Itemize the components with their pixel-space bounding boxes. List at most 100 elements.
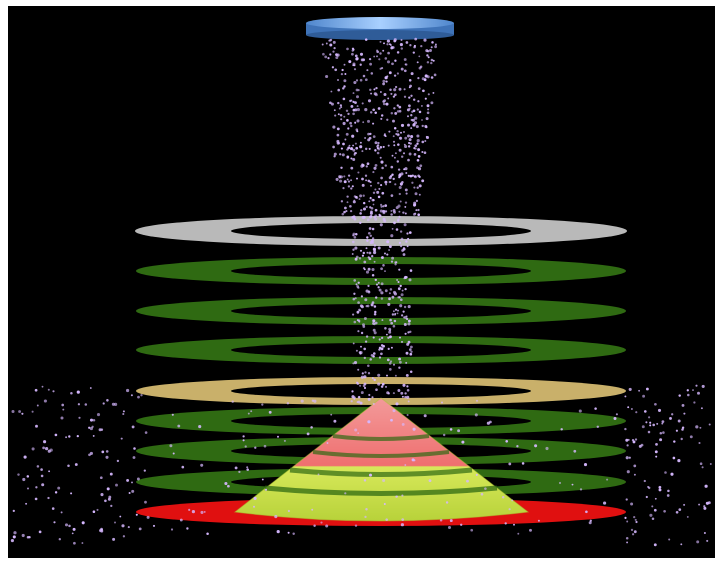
particle [359,249,363,252]
particle [350,147,353,151]
particle [336,133,340,137]
particle [88,426,91,429]
particle [395,495,398,498]
particle [380,91,382,93]
particle [379,146,383,149]
particle [70,391,73,395]
particle [382,100,385,103]
particle [703,506,707,510]
particle [372,108,376,112]
particle [376,151,380,155]
particle [696,540,700,544]
particle [144,431,148,434]
particle [417,155,421,158]
particle [371,241,375,244]
particle [198,425,202,429]
particle [330,90,333,93]
particle [343,210,346,214]
particle [84,403,88,406]
particle [137,395,140,399]
particle [286,402,290,405]
particle [374,188,377,191]
particle [405,41,409,44]
particle [350,157,353,160]
particle [429,49,432,52]
particle [89,387,92,389]
particle [409,174,413,178]
particle [343,79,347,83]
particle [698,503,701,506]
particle [371,396,374,399]
particle [350,104,354,108]
particle [12,509,15,513]
particle [179,518,183,522]
particle [101,450,105,454]
particle [325,524,329,528]
particle [188,508,191,511]
particle [671,413,674,416]
particle [391,313,395,316]
particle [402,152,406,155]
particle [432,59,435,62]
particle [403,58,407,61]
particle [645,421,648,424]
particle [324,55,328,59]
particle [573,449,577,453]
particle [409,269,413,272]
particle [89,418,94,422]
particle [390,209,393,212]
particle [343,63,346,66]
particle [306,432,310,436]
particle [206,532,209,535]
particle [382,264,385,267]
particle [421,179,425,183]
particle [445,501,449,504]
particle [386,43,389,46]
particle [386,118,389,121]
particle [505,439,509,443]
particle [701,384,705,388]
particle [359,78,363,82]
particle [366,218,370,222]
particle [374,93,378,97]
particle [397,143,400,146]
particle [421,124,424,128]
particle [92,434,95,437]
particle [359,352,362,355]
particle [329,101,332,105]
particle [389,360,393,363]
particle [372,352,376,355]
particle [703,505,706,508]
particle [394,308,398,311]
green-ring-3 [136,336,626,364]
particle [606,478,609,481]
particle [340,106,343,109]
particle [615,413,618,416]
particle [350,400,353,403]
particle [378,356,382,359]
particle [334,114,337,117]
particle [398,357,402,361]
particle [51,507,55,510]
particle [655,455,658,458]
particle [396,104,399,107]
particle [405,351,409,355]
particle [354,142,357,145]
particle [372,171,375,174]
particle [334,68,338,72]
particle [253,496,257,500]
particle [353,153,356,156]
particle [642,394,646,398]
particle [370,72,374,75]
particle [112,537,116,541]
particle [402,246,406,250]
particle [322,52,325,56]
particle [277,435,279,438]
particle [353,217,357,221]
particle [387,97,390,100]
particle [508,462,512,466]
particle [373,244,377,247]
particle [365,179,368,182]
particle [384,270,386,272]
particle [140,394,143,397]
